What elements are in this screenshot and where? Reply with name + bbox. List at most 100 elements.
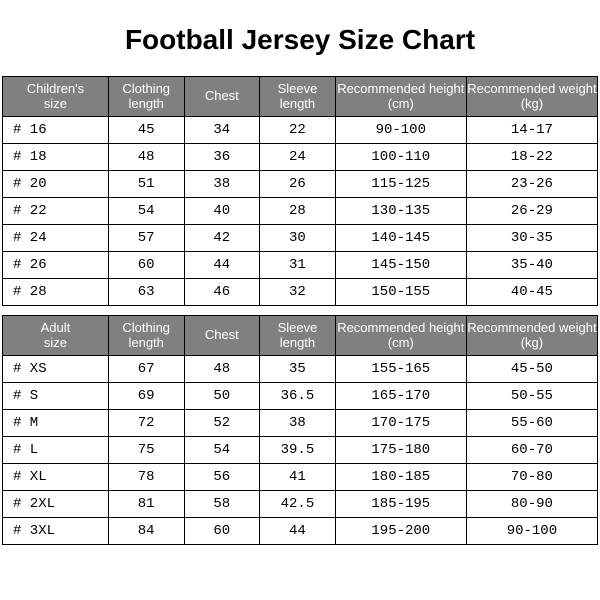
- value-cell: 50-55: [466, 383, 597, 410]
- value-cell: 14-17: [466, 117, 597, 144]
- value-cell: 26: [260, 171, 336, 198]
- value-cell: 42: [184, 225, 260, 252]
- value-cell: 150-155: [335, 279, 466, 306]
- value-cell: 40-45: [466, 279, 597, 306]
- value-cell: 44: [260, 518, 336, 545]
- table-row: # 18483624100-11018-22: [3, 144, 598, 171]
- value-cell: 45: [108, 117, 184, 144]
- table-row: # 2XL815842.5185-19580-90: [3, 491, 598, 518]
- size-cell: # L: [3, 437, 109, 464]
- size-cell: # 2XL: [3, 491, 109, 518]
- value-cell: 84: [108, 518, 184, 545]
- value-cell: 32: [260, 279, 336, 306]
- value-cell: 28: [260, 198, 336, 225]
- value-cell: 44: [184, 252, 260, 279]
- value-cell: 30-35: [466, 225, 597, 252]
- column-header: Chest: [184, 77, 260, 117]
- size-cell: # 18: [3, 144, 109, 171]
- value-cell: 72: [108, 410, 184, 437]
- value-cell: 35-40: [466, 252, 597, 279]
- value-cell: 78: [108, 464, 184, 491]
- table-row: # 22544028130-13526-29: [3, 198, 598, 225]
- table-row: # XS674835155-16545-50: [3, 356, 598, 383]
- value-cell: 60-70: [466, 437, 597, 464]
- value-cell: 69: [108, 383, 184, 410]
- value-cell: 30: [260, 225, 336, 252]
- value-cell: 170-175: [335, 410, 466, 437]
- value-cell: 115-125: [335, 171, 466, 198]
- value-cell: 185-195: [335, 491, 466, 518]
- value-cell: 48: [184, 356, 260, 383]
- value-cell: 100-110: [335, 144, 466, 171]
- value-cell: 22: [260, 117, 336, 144]
- value-cell: 81: [108, 491, 184, 518]
- column-header: Sleevelength: [260, 77, 336, 117]
- value-cell: 165-170: [335, 383, 466, 410]
- table-row: # S695036.5165-17050-55: [3, 383, 598, 410]
- size-cell: # 26: [3, 252, 109, 279]
- value-cell: 46: [184, 279, 260, 306]
- table-row: # 24574230140-14530-35: [3, 225, 598, 252]
- header-row: Children'ssizeClothinglengthChestSleevel…: [3, 77, 598, 117]
- size-cell: # 22: [3, 198, 109, 225]
- table-body: Children'ssizeClothinglengthChestSleevel…: [3, 77, 598, 545]
- column-header: Clothinglength: [108, 77, 184, 117]
- size-cell: # 16: [3, 117, 109, 144]
- table-row: # 3XL846044195-20090-100: [3, 518, 598, 545]
- value-cell: 48: [108, 144, 184, 171]
- value-cell: 54: [184, 437, 260, 464]
- value-cell: 180-185: [335, 464, 466, 491]
- value-cell: 90-100: [335, 117, 466, 144]
- value-cell: 130-135: [335, 198, 466, 225]
- value-cell: 51: [108, 171, 184, 198]
- page-title: Football Jersey Size Chart: [0, 0, 600, 76]
- value-cell: 35: [260, 356, 336, 383]
- header-row: AdultsizeClothinglengthChestSleevelength…: [3, 316, 598, 356]
- value-cell: 145-150: [335, 252, 466, 279]
- value-cell: 63: [108, 279, 184, 306]
- size-chart-table: Children'ssizeClothinglengthChestSleevel…: [2, 76, 598, 545]
- table-row: # 1645342290-10014-17: [3, 117, 598, 144]
- table-row: # 20513826115-12523-26: [3, 171, 598, 198]
- column-header: Sleevelength: [260, 316, 336, 356]
- value-cell: 36: [184, 144, 260, 171]
- value-cell: 55-60: [466, 410, 597, 437]
- size-cell: # 28: [3, 279, 109, 306]
- column-header: Chest: [184, 316, 260, 356]
- value-cell: 52: [184, 410, 260, 437]
- size-cell: # 20: [3, 171, 109, 198]
- size-cell: # M: [3, 410, 109, 437]
- value-cell: 23-26: [466, 171, 597, 198]
- value-cell: 50: [184, 383, 260, 410]
- table-row: # 26604431145-15035-40: [3, 252, 598, 279]
- value-cell: 34: [184, 117, 260, 144]
- column-header: Recommended weight(kg): [466, 77, 597, 117]
- value-cell: 195-200: [335, 518, 466, 545]
- value-cell: 40: [184, 198, 260, 225]
- column-header: Recommended height(cm): [335, 316, 466, 356]
- value-cell: 56: [184, 464, 260, 491]
- value-cell: 39.5: [260, 437, 336, 464]
- value-cell: 31: [260, 252, 336, 279]
- column-header: Recommended weight(kg): [466, 316, 597, 356]
- table-row: # L755439.5175-18060-70: [3, 437, 598, 464]
- value-cell: 60: [184, 518, 260, 545]
- size-cell: # S: [3, 383, 109, 410]
- size-cell: # XL: [3, 464, 109, 491]
- column-header: Recommended height(cm): [335, 77, 466, 117]
- value-cell: 45-50: [466, 356, 597, 383]
- value-cell: 60: [108, 252, 184, 279]
- value-cell: 140-145: [335, 225, 466, 252]
- value-cell: 38: [260, 410, 336, 437]
- value-cell: 18-22: [466, 144, 597, 171]
- section-gap: [3, 306, 598, 316]
- value-cell: 70-80: [466, 464, 597, 491]
- table-row: # M725238170-17555-60: [3, 410, 598, 437]
- column-header: Adultsize: [3, 316, 109, 356]
- table-row: # 28634632150-15540-45: [3, 279, 598, 306]
- value-cell: 58: [184, 491, 260, 518]
- table-row: # XL785641180-18570-80: [3, 464, 598, 491]
- value-cell: 26-29: [466, 198, 597, 225]
- size-cell: # XS: [3, 356, 109, 383]
- value-cell: 36.5: [260, 383, 336, 410]
